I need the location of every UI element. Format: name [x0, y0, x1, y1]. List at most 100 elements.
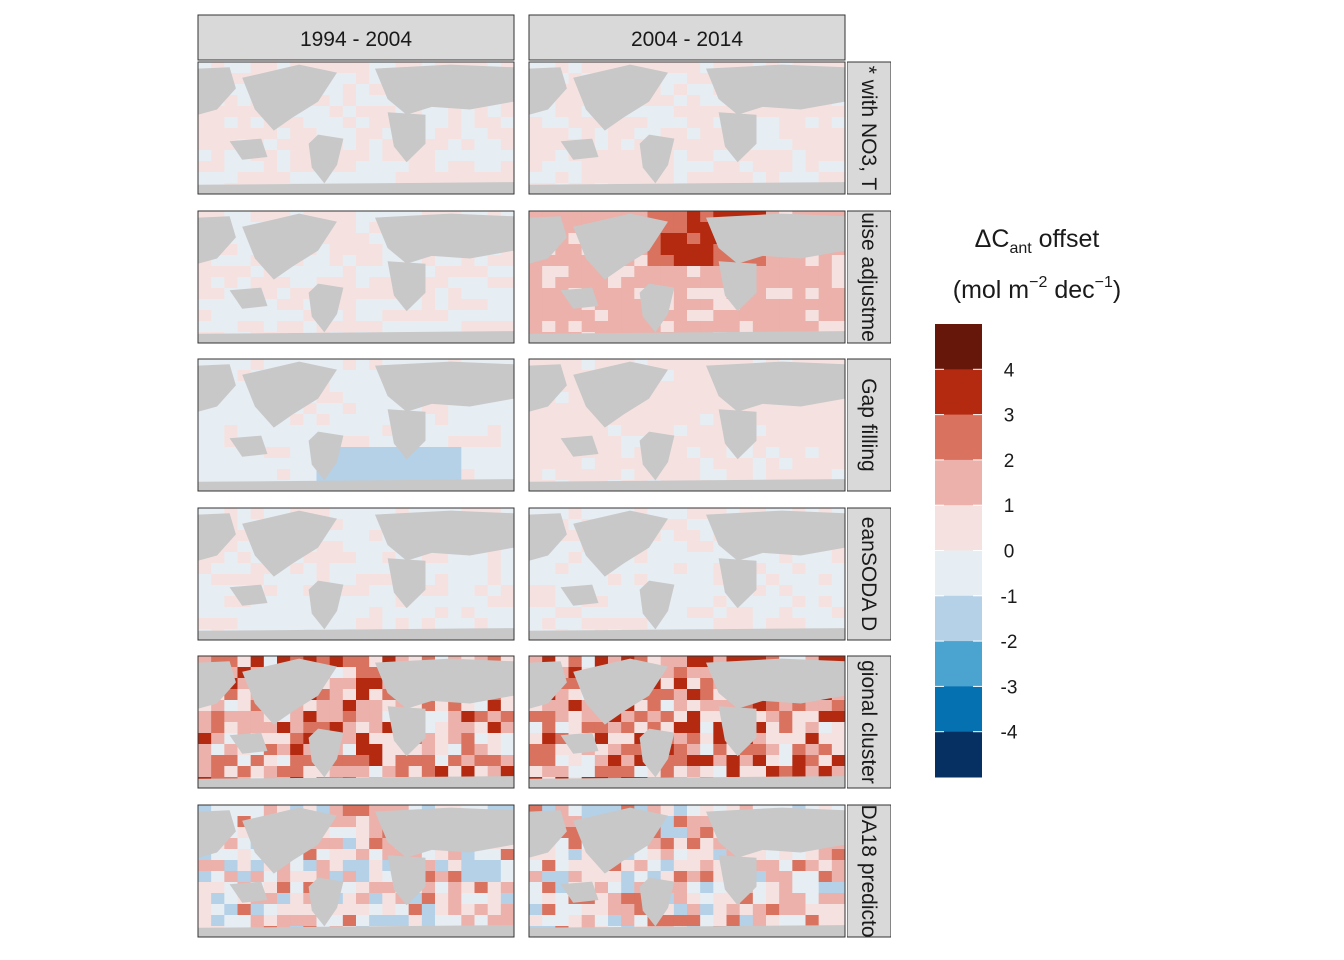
offset-cell [542, 172, 556, 184]
offset-cell [487, 414, 502, 426]
offset-cell [779, 447, 793, 459]
offset-cell [277, 359, 291, 371]
offset-cell [739, 607, 754, 619]
offset-cell [408, 161, 423, 173]
offset-cell [700, 700, 714, 712]
offset-cell [555, 552, 569, 564]
offset-cell [263, 915, 278, 927]
offset-cell [369, 425, 383, 437]
offset-cell [224, 139, 238, 151]
offset-cell [621, 915, 635, 927]
offset-cell [395, 915, 410, 927]
offset-cell [342, 150, 357, 162]
offset-cell [356, 574, 370, 586]
offset-cell [608, 310, 622, 322]
offset-cell [382, 766, 396, 778]
offset-cell [303, 299, 317, 311]
offset-cell [263, 277, 278, 289]
offset-cell [342, 607, 357, 619]
offset-cell [250, 871, 265, 883]
offset-cell [792, 915, 806, 927]
offset-cell [660, 62, 675, 74]
offset-cell [329, 244, 344, 256]
offset-cell [581, 117, 596, 129]
offset-cell [369, 222, 383, 234]
offset-cell [474, 288, 489, 300]
offset-cell [700, 915, 714, 927]
offset-cell [687, 469, 701, 481]
offset-cell [342, 458, 357, 470]
offset-cell [237, 161, 252, 173]
offset-cell [542, 733, 556, 745]
land-mass [242, 807, 337, 874]
offset-cell [660, 711, 675, 723]
offset-cell [805, 596, 820, 608]
offset-cell [621, 618, 635, 630]
offset-cell [277, 288, 291, 300]
offset-cell [700, 519, 714, 531]
offset-cell [369, 150, 383, 162]
offset-cell [673, 359, 688, 371]
offset-cell [303, 469, 317, 481]
offset-cell [700, 321, 714, 333]
offset-cell [792, 755, 806, 767]
offset-cell [687, 172, 701, 184]
offset-cell [211, 882, 225, 894]
offset-cell [356, 255, 370, 267]
offset-cell [474, 860, 489, 872]
offset-cell [647, 117, 662, 129]
offset-cell [752, 904, 767, 916]
offset-cell [542, 255, 556, 267]
offset-cell [608, 277, 622, 289]
offset-cell [818, 585, 833, 597]
offset-cell [831, 299, 846, 311]
offset-cell [621, 128, 635, 140]
offset-cell [752, 563, 767, 575]
offset-cell [555, 414, 569, 426]
offset-cell [224, 860, 238, 872]
offset-cell [500, 700, 515, 712]
offset-cell [250, 805, 265, 817]
offset-cell [660, 255, 675, 267]
offset-cell [713, 288, 727, 300]
offset-cell [448, 469, 462, 481]
offset-cell [421, 733, 436, 745]
offset-cell [687, 519, 701, 531]
offset-cell [342, 882, 357, 894]
offset-cell [421, 447, 436, 459]
offset-cell [198, 150, 212, 162]
offset-cell [290, 871, 304, 883]
offset-cell [713, 414, 727, 426]
offset-cell [369, 904, 383, 916]
offset-cell [792, 117, 806, 129]
offset-cell [211, 310, 225, 322]
offset-cell [342, 552, 357, 564]
offset-cell [621, 574, 635, 586]
offset-cell [198, 172, 212, 184]
offset-cell [608, 447, 622, 459]
offset-cell [382, 882, 396, 894]
offset-cell [673, 233, 688, 245]
offset-cell [779, 436, 793, 448]
offset-cell [421, 321, 436, 333]
offset-cell [608, 172, 622, 184]
offset-cell [303, 849, 317, 861]
offset-cell [356, 733, 370, 745]
offset-cell [224, 359, 238, 371]
offset-cell [435, 755, 449, 767]
offset-cell [700, 425, 714, 437]
offset-cell [568, 414, 583, 426]
offset-cell [529, 618, 543, 630]
offset-cell [474, 711, 489, 723]
offset-cell [608, 574, 622, 586]
offset-cell [542, 117, 556, 129]
offset-cell [250, 62, 265, 74]
offset-cell [700, 211, 714, 223]
panel-border [197, 507, 515, 641]
offset-cell [461, 860, 475, 872]
legend-swatch [935, 550, 982, 597]
offset-cell [687, 722, 701, 734]
offset-cell [831, 596, 846, 608]
offset-cell [568, 211, 583, 223]
offset-cell [500, 711, 515, 723]
